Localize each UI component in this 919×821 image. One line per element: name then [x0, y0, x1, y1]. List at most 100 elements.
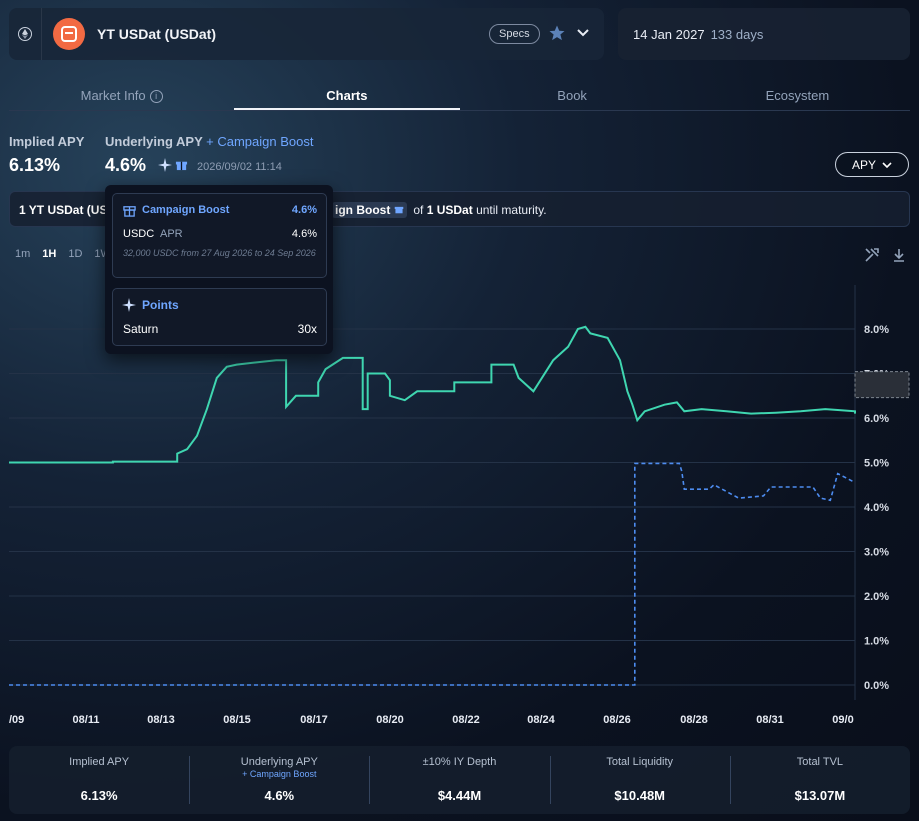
apr-label: APR [160, 228, 183, 240]
y-tick-label: 2.0% [864, 591, 889, 603]
points-value: 30x [297, 322, 317, 336]
maturity-days: 133 days [710, 26, 764, 42]
chevron-down-icon[interactable] [576, 26, 590, 45]
stat-sub-label: + Campaign Boost [242, 769, 317, 779]
tab-charts[interactable]: Charts [234, 82, 460, 110]
metric-select-label: APY [851, 157, 876, 172]
points-title: Points [142, 298, 179, 312]
chevron-down-icon [882, 161, 892, 168]
stat-label: Underlying APY [240, 756, 318, 768]
stat-label: Total TVL [796, 756, 844, 768]
gift-icon[interactable] [175, 158, 188, 171]
y-tick-label: 8.0% [864, 324, 889, 336]
sparkle-icon[interactable] [158, 158, 172, 172]
usdat-logo-icon [53, 18, 85, 50]
stat-iy-depth: ±10% IY Depth $4.44M [369, 746, 549, 814]
x-tick-label: 08/31 [756, 714, 784, 726]
x-tick-label: /09 [9, 714, 24, 726]
y-tick-label: 6.0% [864, 413, 889, 425]
x-tick-label: 08/13 [147, 714, 175, 726]
stat-implied-apy: Implied APY 6.13% [9, 746, 189, 814]
points-card: Points Saturn 30x [112, 288, 327, 346]
banner-of: of [413, 203, 424, 217]
y-tick-label: 5.0% [864, 458, 889, 470]
download-icon[interactable] [892, 247, 906, 263]
tab-book[interactable]: Book [557, 88, 587, 103]
star-icon[interactable] [548, 24, 566, 47]
boost-icons[interactable] [158, 158, 188, 172]
banner-right: ign Boost of 1 USDat until maturity. [332, 202, 547, 218]
boost-note: 32,000 USDC from 27 Aug 2026 to 24 Sep 2… [123, 248, 316, 258]
y-tick-label: 4.0% [864, 502, 889, 514]
timeframe-1m[interactable]: 1m [15, 248, 31, 260]
info-icon[interactable]: i [149, 90, 163, 103]
x-tick-label: 08/11 [73, 714, 100, 726]
banner-boost-text: ign Boost [335, 203, 391, 217]
campaign-boost-title: Campaign Boost [142, 204, 230, 216]
x-tick-label: 08/22 [452, 714, 480, 726]
x-tick-label: 08/24 [527, 714, 555, 726]
metric-select[interactable]: APY [835, 152, 909, 177]
underlying-apy-line [9, 462, 856, 686]
x-tick-label: 08/20 [376, 714, 404, 726]
implied-apy-value: 6.13% [9, 155, 61, 175]
stat-total-liquidity: Total Liquidity $10.48M [549, 746, 730, 814]
tab-ecosystem[interactable]: Ecosystem [765, 88, 830, 103]
x-tick-label: 08/26 [603, 714, 631, 726]
timeframe-selector: 1m 1H 1D 1W [15, 248, 111, 260]
stat-value: $4.44M [437, 788, 482, 803]
x-tick-label: 08/15 [223, 714, 251, 726]
stat-underlying-apy: Underlying APY + Campaign Boost 4.6% [189, 746, 369, 814]
y-tick-label: 0.0% [864, 680, 889, 692]
stat-value: 4.6% [264, 788, 295, 803]
maturity-card: 14 Jan 2027 133 days [618, 8, 910, 60]
banner-amount: 1 USDat [426, 203, 473, 217]
asset-name: YT USDat (USDat) [97, 26, 217, 42]
y-axis-highlight [854, 371, 910, 399]
campaign-boost-link[interactable]: + Campaign Boost [206, 134, 314, 149]
stat-total-tvl: Total TVL $13.07M [729, 746, 910, 814]
x-tick-label: 09/0 [832, 714, 853, 726]
data-timestamp: 2026/09/02 11:14 [197, 161, 282, 173]
apy-chart[interactable]: 0.0%1.0%2.0%3.0%4.0%5.0%6.0%7.0%8.0%/090… [0, 280, 919, 730]
x-tick-label: 08/28 [680, 714, 708, 726]
timeframe-1d[interactable]: 1D [68, 248, 83, 260]
x-tick-label: 08/17 [300, 714, 328, 726]
implied-apy-line [9, 325, 856, 464]
underlying-label-text: Underlying APY [105, 134, 203, 149]
underlying-apy-label: Underlying APY + Campaign Boost [105, 134, 313, 149]
banner-boost-badge: ign Boost [332, 202, 407, 218]
ethereum-icon[interactable] [9, 8, 42, 60]
campaign-boost-card: Campaign Boost 4.6% USDC APR 4.6% 32,000… [112, 193, 327, 278]
tab-bar: Market Info i Charts Book Ecosystem [9, 82, 910, 111]
sparkle-icon [122, 298, 136, 312]
chart-tools [864, 247, 906, 263]
gift-icon [123, 206, 136, 217]
y-tick-label: 1.0% [864, 636, 889, 648]
gift-icon [394, 206, 403, 214]
campaign-boost-value: 4.6% [291, 204, 317, 216]
stats-bar: Implied APY 6.13% Underlying APY + Campa… [9, 746, 910, 814]
tools-icon[interactable] [864, 247, 880, 263]
banner-left-text: 1 YT USDat (US [19, 203, 108, 217]
maturity-date: 14 Jan 2027 [633, 26, 705, 42]
stat-value: $10.48M [614, 788, 665, 803]
timeframe-1h[interactable]: 1H [42, 248, 57, 260]
stat-label: Implied APY [69, 756, 130, 768]
tab-label: Market Info [80, 88, 146, 103]
points-name: Saturn [123, 322, 159, 336]
underlying-apy-value: 4.6% [105, 155, 147, 175]
boost-token-value: 4.6% [291, 228, 317, 240]
stat-value: 6.13% [80, 788, 118, 803]
stat-label: ±10% IY Depth [422, 756, 497, 768]
stat-label: Total Liquidity [606, 756, 674, 768]
boost-token: USDC [123, 228, 155, 240]
y-tick-label: 3.0% [864, 547, 889, 559]
stat-value: $13.07M [794, 788, 846, 803]
implied-apy-label: Implied APY [9, 134, 85, 149]
boost-tooltip: Campaign Boost 4.6% USDC APR 4.6% 32,000… [105, 185, 333, 354]
specs-button[interactable]: Specs [489, 24, 540, 44]
asset-header: YT USDat (USDat) Specs [9, 8, 604, 60]
banner-tail: until maturity. [476, 203, 547, 217]
tab-market-info[interactable]: Market Info i [9, 82, 234, 110]
